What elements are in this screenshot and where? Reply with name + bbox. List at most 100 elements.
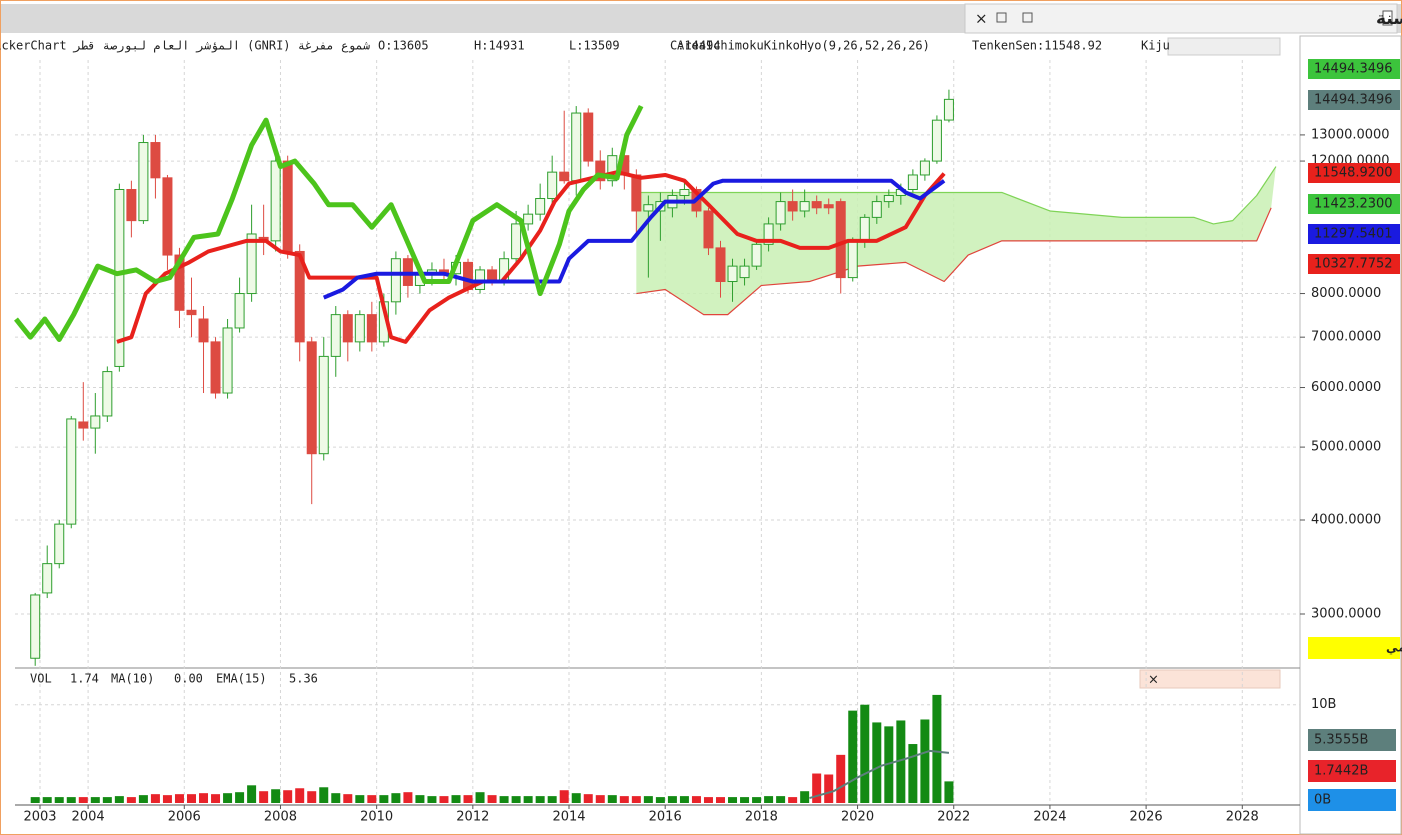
candle-body: [270, 160, 281, 242]
chart-title: المؤشر العام لبورصة قطر - ربع سنة: [1376, 9, 1402, 29]
volume-bar: [631, 796, 641, 803]
candle-body: [210, 341, 221, 394]
candle-body: [114, 188, 125, 367]
volume-bar: [126, 797, 136, 803]
volume-bar: [619, 796, 629, 803]
volume-bar: [920, 719, 930, 803]
candle-body: [66, 418, 77, 525]
candle-body: [739, 265, 750, 279]
candle-body: [727, 265, 738, 283]
price-tag-label: 14494.3496: [1314, 93, 1393, 108]
vol-toolbar[interactable]: [1139, 669, 1281, 689]
price-tag: [1308, 90, 1400, 110]
close-icon[interactable]: ×: [975, 10, 988, 28]
ema-line: [809, 749, 950, 800]
candle-body: [54, 523, 65, 565]
indicator-label: AreaIchimokuKinkoHyo(9,26,52,26,26): [677, 39, 930, 53]
volume-bar: [752, 797, 762, 803]
volume-bar: [776, 796, 786, 803]
volume-bar: [908, 744, 918, 803]
max-icon[interactable]: [1022, 12, 1033, 23]
indicator-line: [116, 170, 946, 344]
candle-body: [763, 223, 774, 245]
candle-body: [847, 240, 858, 279]
volume-bar: [343, 794, 353, 803]
volume-bar: [379, 795, 389, 803]
volume-bar: [559, 790, 569, 803]
candle-body: [931, 119, 942, 162]
vol-close-icon[interactable]: ×: [1148, 673, 1159, 688]
volume-bar: [391, 793, 401, 803]
scale-label: لوغاريتمي: [1386, 641, 1402, 656]
volume-bar: [523, 796, 533, 803]
window-icon: [1382, 10, 1393, 26]
candle-body: [523, 213, 534, 225]
y-tick-label: 4000.0000: [1311, 513, 1381, 528]
volume-bar: [186, 794, 196, 803]
info-name: TickerChart المؤشر العام لبورصة قطر (GNR…: [0, 39, 370, 54]
scale-tag: [1308, 637, 1400, 659]
candle-body: [535, 198, 546, 215]
volume-bar: [824, 774, 834, 803]
price-tag: [1308, 254, 1400, 274]
volume-info: MA(10): [111, 672, 154, 686]
volume-bar: [667, 796, 677, 803]
volume-bar: [691, 796, 701, 803]
candle-body: [174, 254, 185, 311]
candle-body: [883, 194, 894, 203]
volume-bar: [475, 792, 485, 803]
volume-bar: [607, 795, 617, 803]
volume-bar: [932, 694, 942, 803]
volume-bar: [896, 720, 906, 803]
volume-bar: [355, 795, 365, 803]
volume-bar: [247, 785, 257, 803]
volume-bar: [944, 781, 954, 803]
candle-body: [595, 160, 606, 182]
candle-body: [198, 318, 209, 343]
volume-bar: [66, 797, 76, 803]
volume-bar: [283, 790, 293, 803]
volume-bar: [174, 794, 184, 803]
x-tick-label: 2006: [168, 810, 201, 825]
candle-body: [90, 415, 101, 429]
candle-body: [126, 188, 137, 222]
volume-bar: [487, 795, 497, 803]
candle-body: [78, 421, 89, 429]
candle-body: [679, 188, 690, 196]
volume-tag: [1308, 729, 1396, 751]
price-tag: [1308, 224, 1400, 244]
volume-bar: [583, 794, 593, 803]
volume-bar: [451, 795, 461, 803]
candle-body: [835, 201, 846, 279]
candle-body: [751, 243, 762, 267]
volume-bar: [102, 797, 112, 803]
volume-bar: [331, 793, 341, 803]
volume-info: 0.00: [174, 672, 203, 686]
candle-body: [643, 204, 654, 212]
volume-bar: [848, 710, 858, 803]
x-tick-label: 2018: [745, 810, 778, 825]
cloud-upper: [636, 166, 1277, 225]
indicator-line: [14, 104, 644, 343]
volume-bar: [547, 796, 557, 803]
x-tick-label: 2024: [1033, 810, 1066, 825]
candle-body: [102, 371, 113, 417]
candle-body: [330, 314, 341, 357]
x-tick-label: 2028: [1226, 810, 1259, 825]
toolbar[interactable]: [1167, 37, 1281, 56]
candle-body: [823, 204, 834, 209]
volume-bar: [150, 794, 160, 803]
volume-bar: [367, 795, 377, 803]
plot: 2003 2004 2006 2008 2010 2012 2014 2016 2018 2020…: [0, 39, 1402, 825]
candle-body: [715, 247, 726, 283]
volume-bar: [211, 794, 221, 803]
volume-bar: [295, 788, 305, 803]
float-icon[interactable]: [996, 12, 1007, 23]
volume-bar: [836, 754, 846, 803]
volume-bar: [307, 791, 317, 803]
volume-info: VOL: [30, 672, 52, 686]
info-value: C:14494: [670, 39, 721, 53]
x-tick-label: 2022: [937, 810, 970, 825]
y-tick-label: 3000.0000: [1311, 607, 1381, 622]
